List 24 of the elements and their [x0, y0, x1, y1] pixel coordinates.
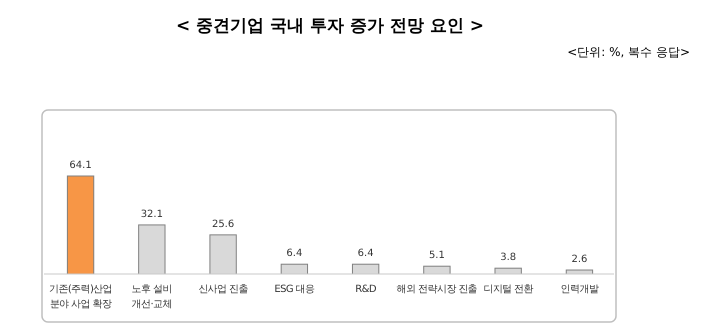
- x-tick-label: 신사업 진출: [198, 284, 248, 295]
- x-tick-label: 노후 설비 개선·교체: [132, 284, 172, 310]
- bar: [280, 264, 308, 274]
- data-label: 6.4: [286, 248, 302, 260]
- x-tick-label: 해외 전략시장 진출: [396, 284, 478, 295]
- bar: [209, 234, 237, 274]
- chart-subtitle: <단위: %, 복수 응답>: [567, 45, 690, 59]
- x-tick-label: 기존(주력)산업 분야 사업 확장: [49, 284, 112, 310]
- x-tick-label: 인력개발: [560, 284, 599, 295]
- x-tick-label: R&D: [355, 284, 377, 295]
- x-tick-label: ESG 대응: [274, 284, 315, 295]
- bar: [423, 266, 451, 274]
- data-label: 25.6: [212, 218, 234, 230]
- x-tick-label: 디지털 전환: [483, 284, 534, 295]
- data-label: 5.1: [428, 250, 445, 262]
- data-label: 64.1: [69, 160, 92, 171]
- bar: [138, 224, 166, 274]
- bar: [352, 264, 380, 274]
- data-label: 3.8: [500, 252, 516, 264]
- bar: [66, 176, 94, 274]
- data-label: 2.6: [571, 254, 588, 266]
- data-label: 6.4: [358, 248, 374, 260]
- data-label: 32.1: [140, 208, 163, 220]
- chart-title: < 중견기업 국내 투자 증가 전망 요인 >: [176, 16, 484, 36]
